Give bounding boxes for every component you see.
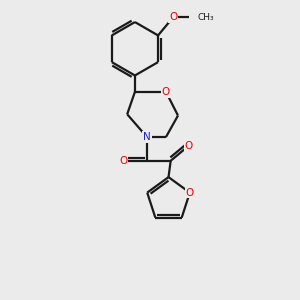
Text: O: O bbox=[162, 87, 170, 97]
Text: O: O bbox=[186, 188, 194, 198]
Text: CH₃: CH₃ bbox=[197, 13, 214, 22]
Text: O: O bbox=[119, 156, 128, 166]
Text: O: O bbox=[184, 141, 193, 151]
Text: N: N bbox=[143, 132, 151, 142]
Text: O: O bbox=[169, 12, 177, 22]
